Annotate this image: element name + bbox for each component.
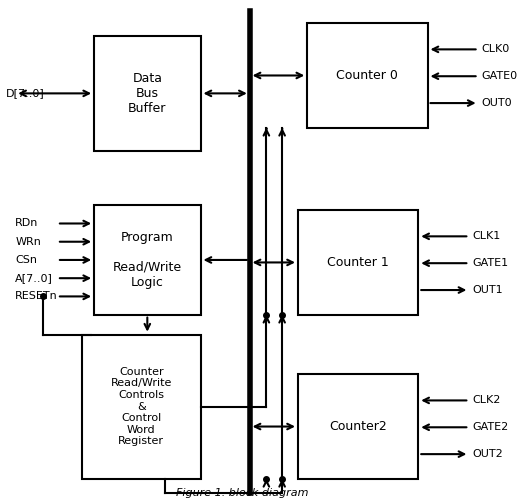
- Text: GATE0: GATE0: [481, 71, 517, 81]
- Text: CLK2: CLK2: [472, 396, 500, 405]
- Text: CLK0: CLK0: [481, 44, 510, 54]
- Text: OUT0: OUT0: [481, 98, 512, 108]
- Bar: [94, 36, 201, 151]
- Text: A[7..0]: A[7..0]: [15, 273, 53, 283]
- Text: Counter 1: Counter 1: [327, 256, 389, 269]
- Bar: [298, 374, 418, 479]
- Text: CLK1: CLK1: [472, 231, 500, 241]
- Text: Figure 1. block diagram: Figure 1. block diagram: [175, 488, 308, 497]
- Text: RDn: RDn: [15, 219, 38, 228]
- Text: D[7..0]: D[7..0]: [6, 88, 45, 98]
- Text: GATE1: GATE1: [472, 258, 508, 268]
- Bar: [82, 335, 201, 479]
- Text: RESETn: RESETn: [15, 291, 58, 301]
- Text: CSn: CSn: [15, 255, 37, 265]
- Bar: [94, 205, 201, 314]
- Text: OUT2: OUT2: [472, 449, 503, 459]
- Text: Data
Bus
Buffer: Data Bus Buffer: [128, 72, 167, 115]
- Text: Program

Read/Write
Logic: Program Read/Write Logic: [113, 231, 182, 289]
- Text: Counter 0: Counter 0: [336, 69, 398, 82]
- Text: GATE2: GATE2: [472, 422, 508, 432]
- Bar: [307, 23, 428, 128]
- Text: Counter2: Counter2: [329, 420, 387, 433]
- Text: OUT1: OUT1: [472, 285, 503, 295]
- Bar: [298, 210, 418, 314]
- Text: WRn: WRn: [15, 237, 41, 247]
- Text: Counter
Read/Write
Controls
&
Control
Word
Register: Counter Read/Write Controls & Control Wo…: [111, 367, 172, 447]
